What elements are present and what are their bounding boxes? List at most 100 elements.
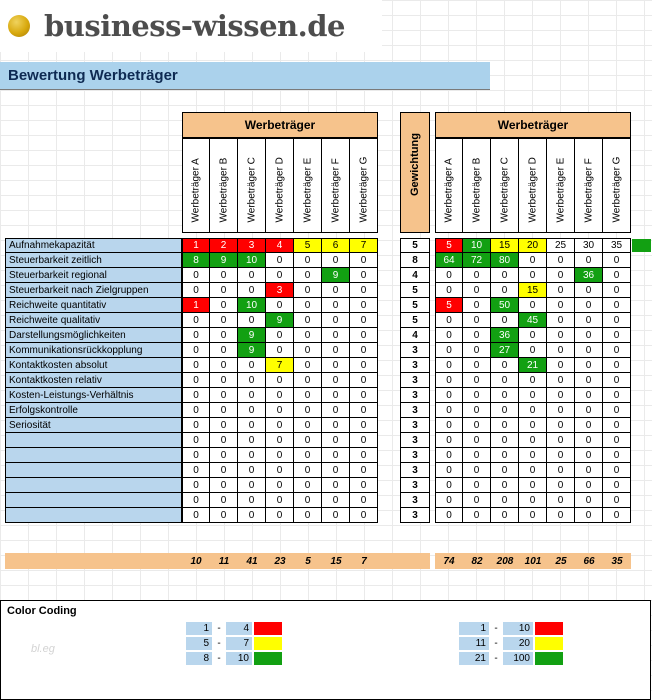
criteria-label[interactable]: Steuerbarkeit nach Zielgruppen (5, 283, 182, 298)
score-cell[interactable]: 0 (294, 448, 322, 463)
score-cell[interactable]: 0 (182, 493, 210, 508)
score-cell[interactable]: 0 (322, 388, 350, 403)
score-cell[interactable]: 0 (350, 448, 378, 463)
score-cell[interactable]: 0 (294, 313, 322, 328)
score-cell[interactable]: 0 (294, 373, 322, 388)
score-cell[interactable]: 0 (322, 448, 350, 463)
score-cell[interactable]: 0 (238, 268, 266, 283)
score-cell[interactable]: 3 (266, 283, 294, 298)
score-cell[interactable]: 0 (350, 403, 378, 418)
score-cell[interactable]: 0 (322, 373, 350, 388)
score-cell[interactable]: 9 (238, 343, 266, 358)
criteria-label[interactable]: Kontaktkosten absolut (5, 358, 182, 373)
score-cell[interactable]: 0 (322, 508, 350, 523)
score-cell[interactable]: 0 (350, 493, 378, 508)
score-cell[interactable]: 0 (182, 373, 210, 388)
weight-cell[interactable]: 3 (400, 448, 430, 463)
score-cell[interactable]: 0 (266, 433, 294, 448)
criteria-label[interactable]: Kontaktkosten relativ (5, 373, 182, 388)
score-cell[interactable]: 0 (322, 493, 350, 508)
score-cell[interactable]: 0 (350, 358, 378, 373)
score-cell[interactable]: 0 (322, 463, 350, 478)
score-cell[interactable]: 3 (238, 238, 266, 253)
legend-range-to[interactable]: 10 (226, 652, 252, 665)
score-cell[interactable]: 0 (266, 373, 294, 388)
weight-cell[interactable]: 3 (400, 508, 430, 523)
score-cell[interactable]: 0 (238, 388, 266, 403)
score-cell[interactable]: 0 (266, 388, 294, 403)
score-cell[interactable]: 0 (266, 253, 294, 268)
criteria-label[interactable] (5, 448, 182, 463)
score-cell[interactable]: 2 (210, 238, 238, 253)
score-cell[interactable]: 9 (238, 328, 266, 343)
score-cell[interactable]: 0 (294, 463, 322, 478)
score-cell[interactable]: 0 (322, 433, 350, 448)
score-cell[interactable]: 0 (266, 268, 294, 283)
score-cell[interactable]: 0 (350, 313, 378, 328)
criteria-label[interactable]: Seriosität (5, 418, 182, 433)
score-cell[interactable]: 0 (350, 508, 378, 523)
score-cell[interactable]: 0 (294, 478, 322, 493)
score-cell[interactable]: 0 (238, 403, 266, 418)
score-cell[interactable]: 0 (350, 418, 378, 433)
score-cell[interactable]: 0 (210, 418, 238, 433)
score-cell[interactable]: 0 (266, 463, 294, 478)
weight-cell[interactable]: 5 (400, 283, 430, 298)
weight-cell[interactable]: 3 (400, 403, 430, 418)
legend-range-from[interactable]: 1 (186, 622, 212, 635)
score-cell[interactable]: 0 (322, 283, 350, 298)
score-cell[interactable]: 0 (322, 418, 350, 433)
score-cell[interactable]: 0 (182, 343, 210, 358)
legend-range-to[interactable]: 10 (503, 622, 533, 635)
score-cell[interactable]: 9 (210, 253, 238, 268)
score-cell[interactable]: 0 (182, 283, 210, 298)
weight-cell[interactable]: 5 (400, 238, 430, 253)
criteria-label[interactable] (5, 493, 182, 508)
legend-range-to[interactable]: 7 (226, 637, 252, 650)
score-cell[interactable]: 0 (238, 433, 266, 448)
score-cell[interactable]: 0 (294, 493, 322, 508)
weight-cell[interactable]: 3 (400, 493, 430, 508)
score-cell[interactable]: 0 (210, 388, 238, 403)
score-cell[interactable]: 4 (266, 238, 294, 253)
score-cell[interactable]: 0 (182, 418, 210, 433)
legend-range-from[interactable]: 21 (459, 652, 489, 665)
score-cell[interactable]: 0 (350, 478, 378, 493)
score-cell[interactable]: 0 (210, 448, 238, 463)
score-cell[interactable]: 0 (294, 388, 322, 403)
legend-range-from[interactable]: 1 (459, 622, 489, 635)
score-cell[interactable]: 0 (182, 478, 210, 493)
score-cell[interactable]: 0 (350, 388, 378, 403)
weight-cell[interactable]: 3 (400, 388, 430, 403)
score-cell[interactable]: 0 (182, 358, 210, 373)
criteria-label[interactable]: Kosten-Leistungs-Verhältnis (5, 388, 182, 403)
weight-cell[interactable]: 4 (400, 328, 430, 343)
score-cell[interactable]: 0 (350, 253, 378, 268)
score-cell[interactable]: 0 (350, 298, 378, 313)
score-cell[interactable]: 0 (182, 508, 210, 523)
score-cell[interactable]: 0 (266, 298, 294, 313)
score-cell[interactable]: 0 (350, 328, 378, 343)
score-cell[interactable]: 0 (322, 253, 350, 268)
score-cell[interactable]: 0 (266, 403, 294, 418)
weight-cell[interactable]: 3 (400, 418, 430, 433)
score-cell[interactable]: 0 (266, 478, 294, 493)
weight-cell[interactable]: 3 (400, 478, 430, 493)
score-cell[interactable]: 0 (210, 328, 238, 343)
score-cell[interactable]: 0 (238, 508, 266, 523)
criteria-label[interactable]: Aufnahmekapazität (5, 238, 182, 253)
criteria-label[interactable] (5, 508, 182, 523)
score-cell[interactable]: 0 (238, 478, 266, 493)
weight-cell[interactable]: 4 (400, 268, 430, 283)
score-cell[interactable]: 0 (294, 283, 322, 298)
criteria-label[interactable]: Kommunikationsrückkopplung (5, 343, 182, 358)
score-cell[interactable]: 0 (210, 373, 238, 388)
score-cell[interactable]: 0 (238, 493, 266, 508)
legend-range-from[interactable]: 8 (186, 652, 212, 665)
score-cell[interactable]: 0 (294, 508, 322, 523)
legend-range-from[interactable]: 11 (459, 637, 489, 650)
weight-cell[interactable]: 3 (400, 373, 430, 388)
score-cell[interactable]: 0 (210, 313, 238, 328)
score-cell[interactable]: 0 (238, 373, 266, 388)
score-cell[interactable]: 0 (266, 493, 294, 508)
